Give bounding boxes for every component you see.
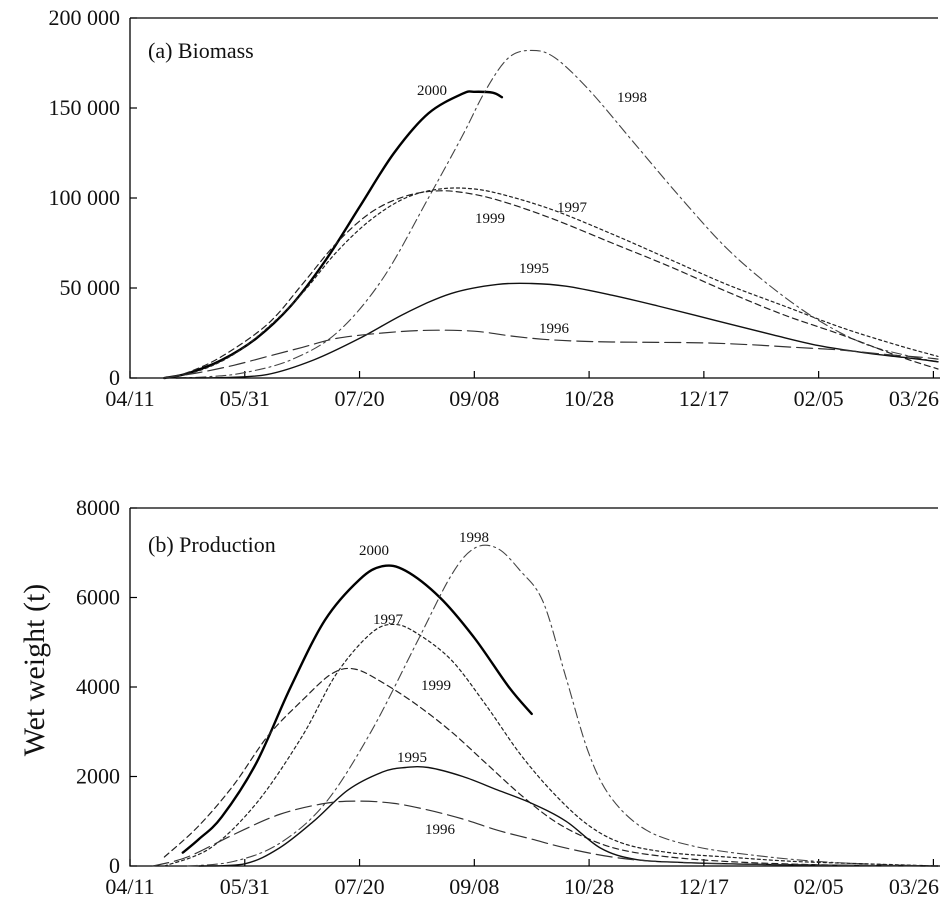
series-label-1995: 1995 <box>519 261 549 277</box>
series-line-1997 <box>163 623 939 867</box>
series-label-2000: 2000 <box>417 83 447 99</box>
series-label-1996: 1996 <box>539 321 570 337</box>
x-tick-label: 04/11 <box>105 874 154 899</box>
x-tick-label: 07/20 <box>334 386 384 411</box>
series-label-1997: 1997 <box>373 612 404 628</box>
y-tick-label: 50 000 <box>60 275 121 300</box>
series-label-1999: 1999 <box>475 211 505 227</box>
y-tick-label: 150 000 <box>49 95 121 120</box>
x-tick-label: 03/26 <box>889 386 939 411</box>
series-line-1998 <box>186 544 939 867</box>
series-line-1995 <box>198 766 939 867</box>
y-tick-label: 4000 <box>76 674 120 699</box>
y-tick-label: 100 000 <box>49 185 121 210</box>
series-line-2000 <box>181 564 533 854</box>
y-tick-label: 6000 <box>76 585 120 610</box>
production-panel: 0 2000 4000 6000 8000 04/11 05/31 07/20 09/08 10/… <box>76 495 940 899</box>
biomass-panel: 0 50 000 100 000 150 000 200 000 04/11 05/31 07… <box>49 5 940 411</box>
x-tick-label: 12/17 <box>679 386 729 411</box>
figure-ylabel: Wet weight (t) <box>18 584 51 757</box>
y-tick-label: 8000 <box>76 495 120 520</box>
x-tick-label: 09/08 <box>449 874 499 899</box>
x-tick-label: 09/08 <box>449 386 499 411</box>
x-tick-label: 04/11 <box>105 386 154 411</box>
series-label-1999: 1999 <box>421 678 451 694</box>
x-tick-label: 07/20 <box>334 874 384 899</box>
x-tick-label: 02/05 <box>794 874 844 899</box>
series-label-1998: 1998 <box>459 530 489 546</box>
series-label-1996: 1996 <box>425 822 456 838</box>
series-line-2000 <box>163 90 504 380</box>
y-tick-label: 200 000 <box>49 5 121 30</box>
x-tick-label: 10/28 <box>564 874 614 899</box>
series-label-1995: 1995 <box>397 750 427 766</box>
series-label-1997: 1997 <box>557 200 588 216</box>
y-tick-label: 2000 <box>76 764 120 789</box>
series-line-1996 <box>152 800 939 867</box>
series-line-1999 <box>163 667 939 867</box>
x-tick-label: 03/26 <box>889 874 939 899</box>
y-tick-label: 0 <box>109 853 120 878</box>
series-label-1998: 1998 <box>617 90 647 106</box>
production-panel-title: (b) Production <box>148 532 276 557</box>
series-line-1999 <box>163 190 939 379</box>
series-line-1998 <box>175 49 939 379</box>
x-tick-label: 12/17 <box>679 874 729 899</box>
x-tick-label: 10/28 <box>564 386 614 411</box>
x-tick-label: 05/31 <box>220 874 270 899</box>
series-line-1995 <box>175 282 939 379</box>
y-tick-label: 0 <box>109 365 120 390</box>
biomass-axis-frame <box>129 18 940 379</box>
series-line-1996 <box>163 329 939 379</box>
series-label-2000: 2000 <box>359 543 389 559</box>
series-line-1997 <box>163 187 939 379</box>
production-axis-frame <box>129 508 940 867</box>
biomass-panel-title: (a) Biomass <box>148 38 254 63</box>
x-tick-label: 02/05 <box>794 386 844 411</box>
x-tick-label: 05/31 <box>220 386 270 411</box>
